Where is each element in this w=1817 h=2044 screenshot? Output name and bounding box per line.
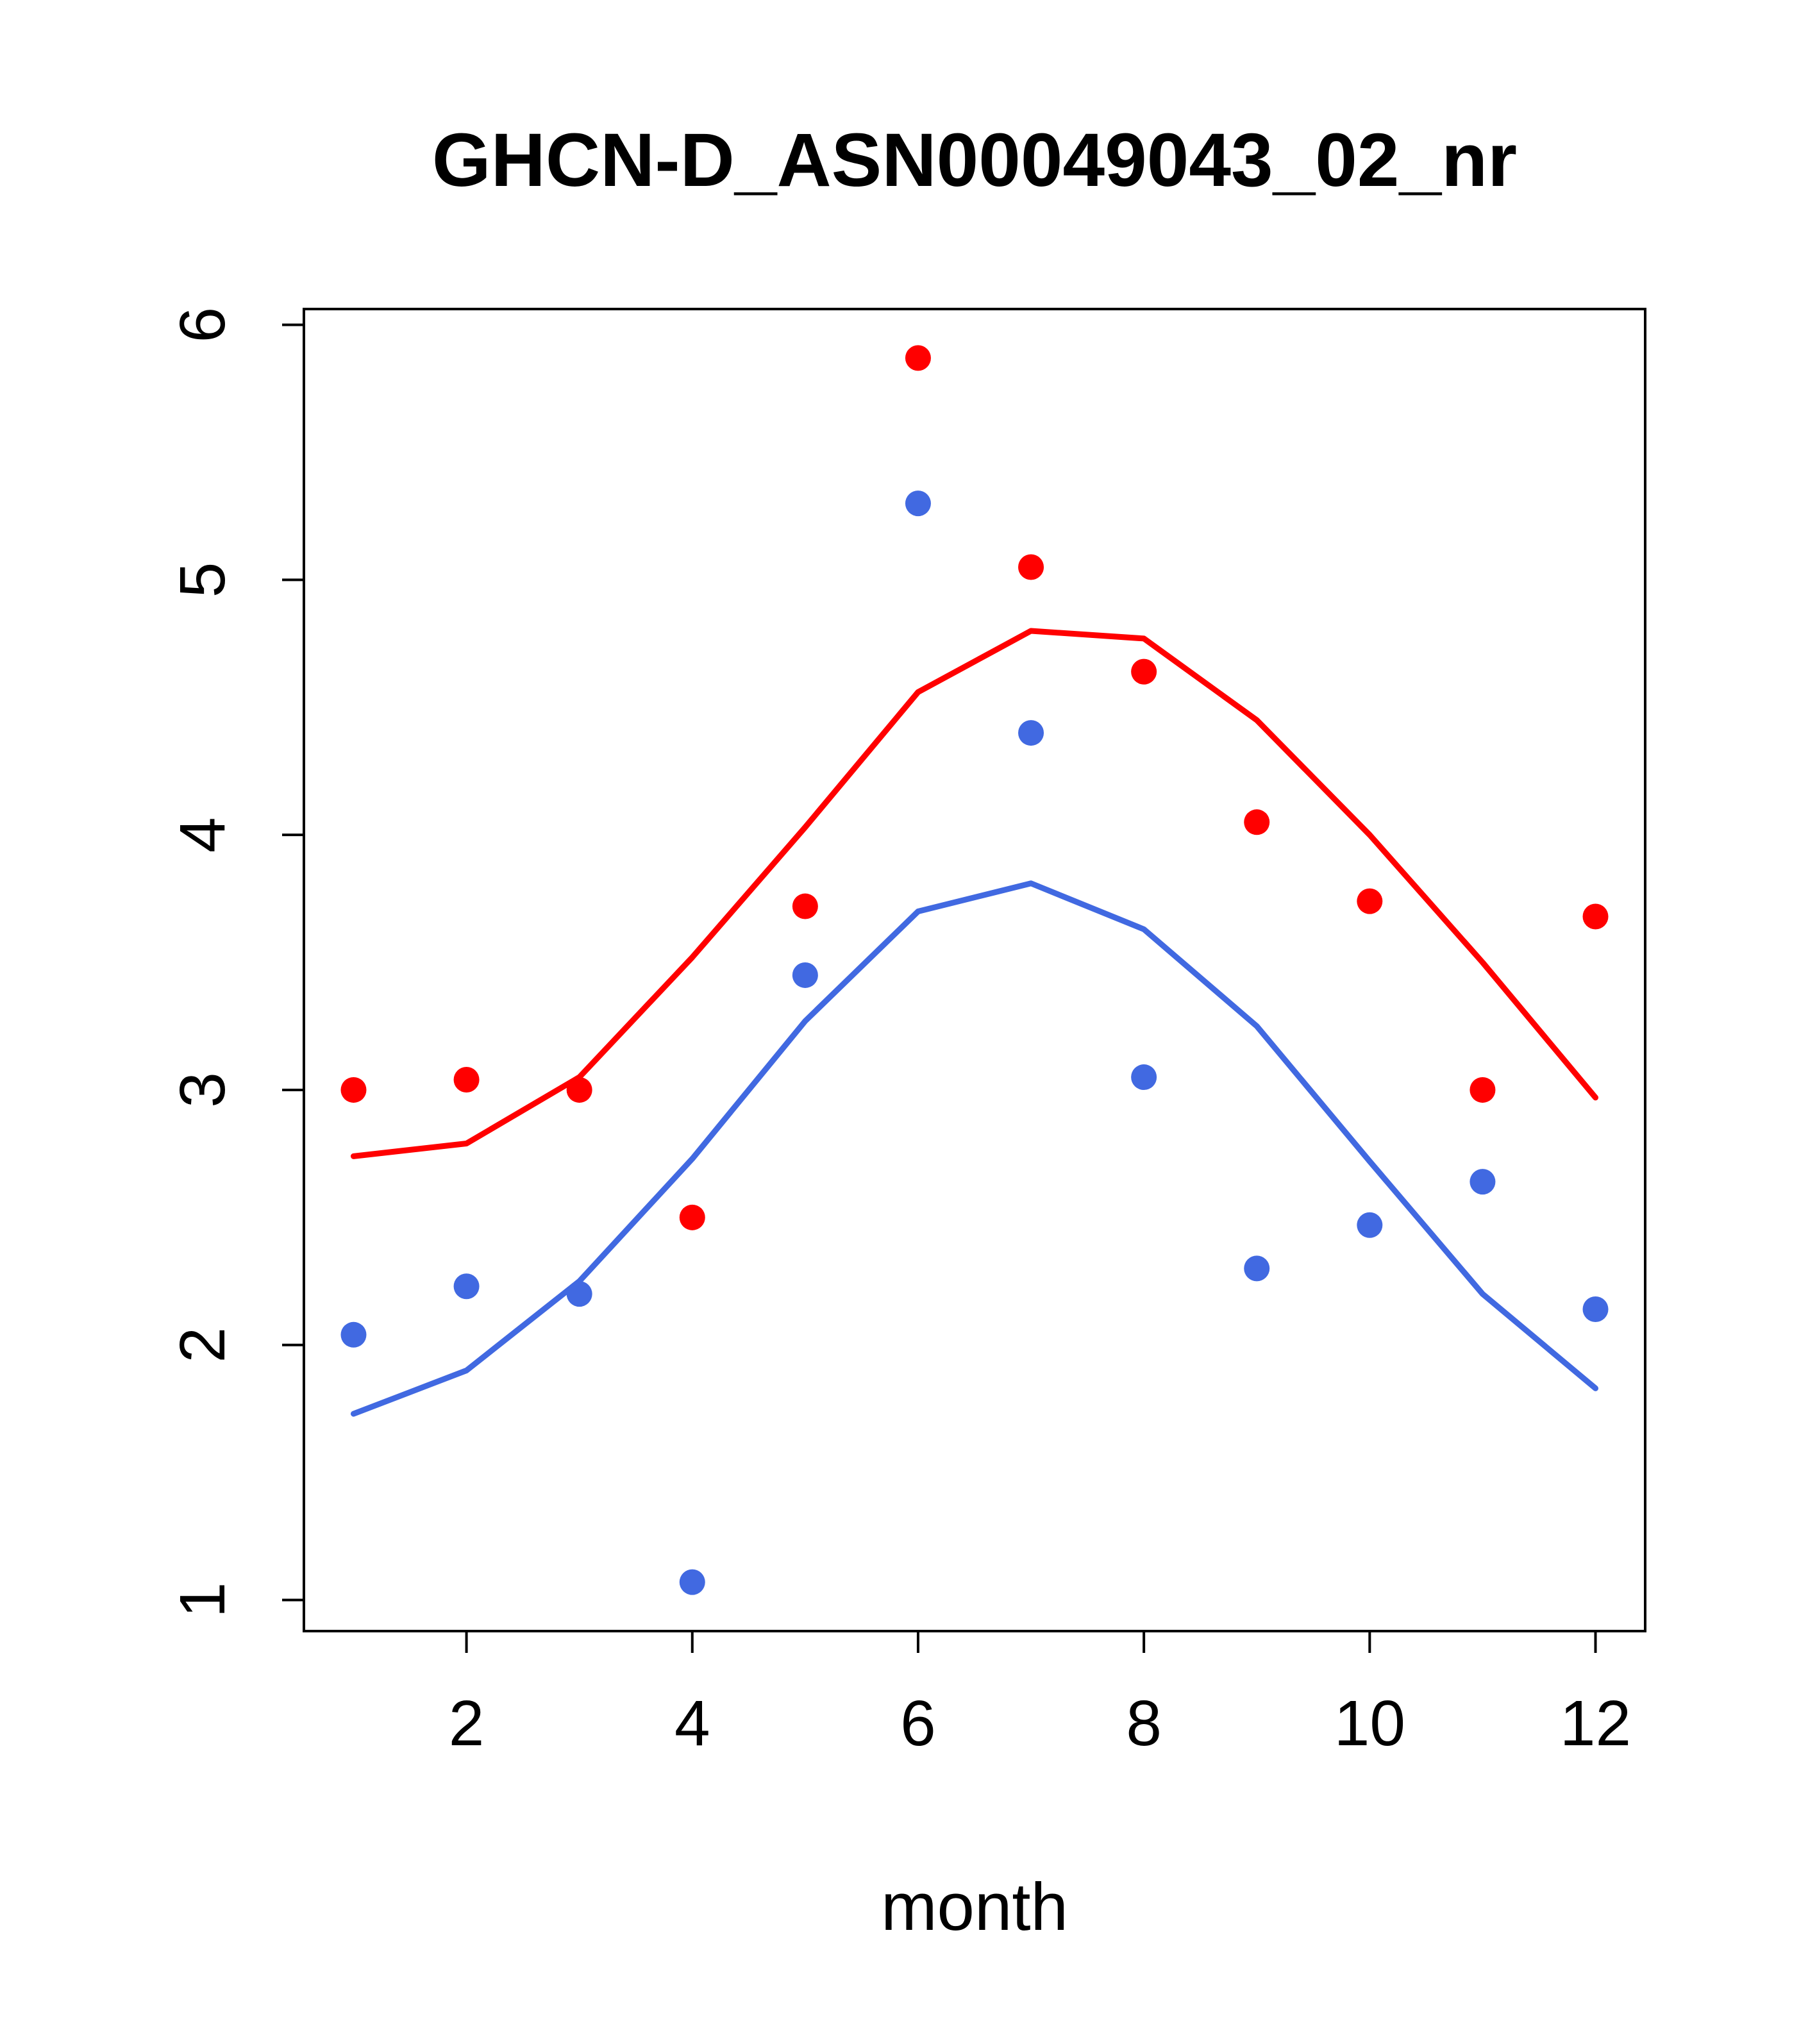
x-tick-label: 8 bbox=[1126, 1688, 1162, 1759]
y-tick-label: 4 bbox=[167, 817, 239, 853]
red-points-monthly-point bbox=[340, 1076, 367, 1103]
blue-points-monthly-point bbox=[340, 1321, 367, 1348]
blue-points-monthly-point bbox=[1131, 1064, 1157, 1091]
red-points-monthly-point bbox=[1018, 554, 1044, 580]
blue-points-monthly-point bbox=[1470, 1169, 1496, 1195]
red-points-monthly-point bbox=[792, 893, 818, 919]
blue-points-monthly-point bbox=[1244, 1255, 1270, 1282]
blue-points-monthly-point bbox=[1582, 1296, 1609, 1323]
blue-points-monthly-point bbox=[792, 962, 818, 988]
red-points-monthly-point bbox=[1244, 809, 1270, 835]
red-points-monthly-point bbox=[679, 1204, 705, 1230]
red-points-monthly-point bbox=[1582, 903, 1609, 930]
blue-points-monthly-point bbox=[566, 1281, 592, 1307]
y-tick-label: 2 bbox=[167, 1327, 239, 1363]
x-tick-label: 10 bbox=[1334, 1688, 1405, 1759]
x-tick-label: 2 bbox=[449, 1688, 485, 1759]
red-points-monthly-point bbox=[1357, 888, 1383, 914]
red-points-monthly-point bbox=[566, 1076, 592, 1103]
blue-points-monthly-point bbox=[453, 1273, 480, 1300]
red-points-monthly-point bbox=[905, 345, 931, 371]
y-tick-label: 3 bbox=[167, 1072, 239, 1108]
blue-points-monthly-point bbox=[1357, 1212, 1383, 1238]
chart-title: GHCN-D_ASN00049043_02_nr bbox=[432, 118, 1517, 203]
red-points-monthly-point bbox=[1470, 1076, 1496, 1103]
x-tick-label: 6 bbox=[900, 1688, 936, 1759]
blue-points-monthly-point bbox=[1018, 720, 1044, 746]
y-tick-label: 6 bbox=[167, 307, 239, 343]
plot-box bbox=[303, 308, 1646, 1632]
y-tick-label: 1 bbox=[167, 1582, 239, 1618]
blue-line-smooth bbox=[350, 880, 1599, 1417]
x-tick-label: 12 bbox=[1560, 1688, 1631, 1759]
red-line-smooth bbox=[350, 628, 1599, 1159]
x-axis-label: month bbox=[881, 1870, 1068, 1945]
x-tick-label: 4 bbox=[674, 1688, 710, 1759]
red-points-monthly-point bbox=[453, 1067, 480, 1093]
red-points-monthly-point bbox=[1131, 658, 1157, 685]
blue-points-monthly-point bbox=[905, 490, 931, 517]
y-tick-label: 5 bbox=[167, 562, 239, 598]
blue-points-monthly-point bbox=[679, 1569, 705, 1595]
